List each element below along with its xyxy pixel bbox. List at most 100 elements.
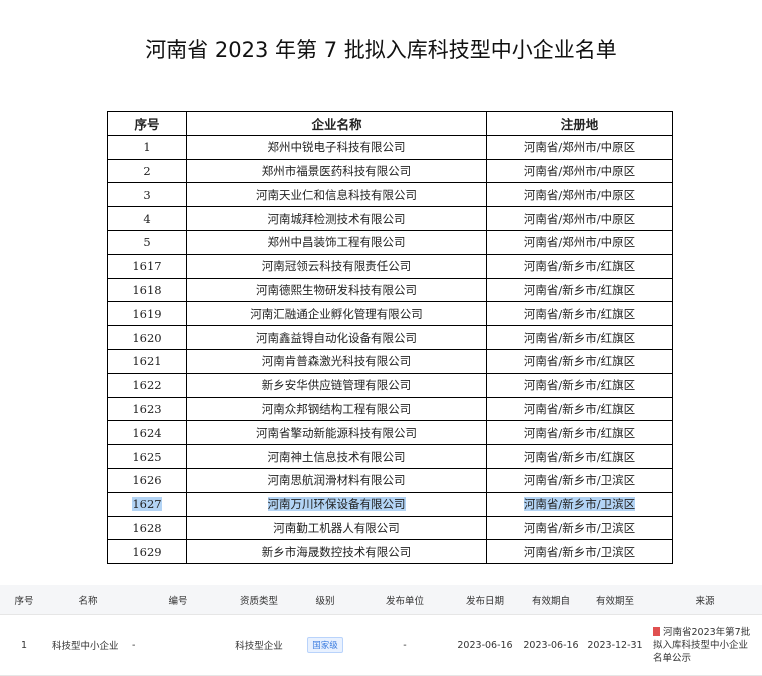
cell-text: 河南省/郑州市/中原区 bbox=[523, 187, 636, 202]
cell-text: 河南省/郑州市/中原区 bbox=[523, 211, 636, 226]
cell-text: 科技型中小企业 bbox=[52, 641, 119, 652]
table-cell: 1620 bbox=[107, 325, 187, 350]
table-cell: 1617 bbox=[107, 253, 187, 279]
table-row: 1626 河南思航润滑材料有限公司 河南省/新乡市/卫滨区 bbox=[107, 467, 673, 493]
table-cell: 河南省/郑州市/中原区 bbox=[486, 206, 673, 231]
cell-text: 河南省擎动新能源科技有限公司 bbox=[256, 425, 417, 440]
table-cell: 河南天业仁和信息科技有限公司 bbox=[186, 182, 487, 208]
cell-text: 河南省/新乡市/红旗区 bbox=[523, 282, 636, 297]
record-cell: 科技型企业 bbox=[228, 614, 290, 676]
table-row: 1623 河南众邦钢结构工程有限公司 河南省/新乡市/红旗区 bbox=[107, 396, 673, 422]
table-cell: 河南省/郑州市/中原区 bbox=[486, 134, 673, 160]
column-header: 资质类型 bbox=[228, 585, 290, 615]
cell-text: 河南肯普森激光科技有限公司 bbox=[261, 354, 412, 369]
table-cell: 1621 bbox=[107, 348, 187, 374]
cell-text: 1628 bbox=[132, 520, 162, 535]
cell-text: 2 bbox=[143, 163, 151, 178]
cell-text: 河南省/新乡市/卫滨区 bbox=[523, 497, 636, 512]
cell-text: 郑州市福景医药科技有限公司 bbox=[261, 163, 412, 178]
cell-text: 1627 bbox=[132, 497, 162, 512]
column-header: 发布单位 bbox=[360, 585, 450, 615]
cell-text: 河南省/新乡市/红旗区 bbox=[523, 306, 636, 321]
cell-text: 2023-06-16 bbox=[457, 639, 513, 651]
cell-text: 河南省/新乡市/红旗区 bbox=[523, 449, 636, 464]
table-cell: 1628 bbox=[107, 515, 187, 541]
cell-text: 1622 bbox=[132, 378, 162, 393]
table-cell: 1626 bbox=[107, 467, 187, 493]
table-cell: 河南众邦钢结构工程有限公司 bbox=[186, 396, 487, 422]
table-cell: 河南省/新乡市/红旗区 bbox=[486, 372, 673, 398]
table-cell: 郑州市福景医药科技有限公司 bbox=[186, 158, 487, 184]
cell-text: 1623 bbox=[132, 401, 162, 416]
table-cell: 3 bbox=[107, 182, 187, 208]
table-cell: 河南汇融通企业孵化管理有限公司 bbox=[186, 301, 487, 327]
table-row: 1617 河南冠领云科技有限责任公司 河南省/新乡市/红旗区 bbox=[107, 253, 673, 279]
column-header: 序号 bbox=[107, 111, 187, 136]
cell-text: 河南省/新乡市/卫滨区 bbox=[523, 520, 636, 535]
table-cell: 河南勤工机器人有限公司 bbox=[186, 515, 487, 541]
cell-text: 河南天业仁和信息科技有限公司 bbox=[256, 187, 417, 202]
table-cell: 河南省/新乡市/卫滨区 bbox=[486, 539, 673, 565]
company-table: 序号 企业名称 注册地 1 郑州中锐电子科技有限公司 河南省/郑州市/中原区 2 郑州市福景… bbox=[107, 111, 673, 565]
column-header: 名称 bbox=[48, 585, 128, 615]
record-cell: 2023-06-16 bbox=[450, 614, 520, 676]
table-cell: 新乡安华供应链管理有限公司 bbox=[186, 372, 487, 398]
record-cell: 国家级 bbox=[290, 614, 360, 676]
source-text[interactable]: 河南省2023年第7批拟入库科技型中小企业名单公示 bbox=[653, 626, 751, 664]
cell-text: 河南省/郑州市/中原区 bbox=[523, 235, 636, 250]
source-link[interactable]: 河南省2023年第7批拟入库科技型中小企业名单公示 bbox=[649, 626, 761, 665]
record-cell: 河南省2023年第7批拟入库科技型中小企业名单公示 bbox=[648, 614, 762, 676]
table-cell: 河南省/新乡市/卫滨区 bbox=[486, 467, 673, 493]
record-cell: - bbox=[360, 614, 450, 676]
header-row: 序号 名称 编号 资质类型 级别 发布单位 发布日期 有效期自 有效期至 来源 bbox=[0, 585, 762, 615]
table-body: 1 郑州中锐电子科技有限公司 河南省/郑州市/中原区 2 郑州市福景医药科技有限公司 河南… bbox=[107, 134, 673, 565]
cell-text: 2023-12-31 bbox=[587, 639, 643, 651]
table-cell: 1625 bbox=[107, 444, 187, 469]
table-cell: 河南省/新乡市/红旗区 bbox=[486, 325, 673, 350]
table-row: 3 河南天业仁和信息科技有限公司 河南省/郑州市/中原区 bbox=[107, 182, 673, 208]
table-cell: 1619 bbox=[107, 301, 187, 327]
table-cell: 郑州中锐电子科技有限公司 bbox=[186, 134, 487, 160]
cell-text: 河南省/新乡市/红旗区 bbox=[523, 401, 636, 416]
column-header: 有效期至 bbox=[582, 585, 648, 615]
table-row: 1629 新乡市海晟数控技术有限公司 河南省/新乡市/卫滨区 bbox=[107, 539, 673, 565]
table-cell: 新乡市海晟数控技术有限公司 bbox=[186, 539, 487, 565]
column-header: 来源 bbox=[648, 585, 762, 615]
pdf-icon bbox=[653, 626, 660, 636]
table-cell: 1627 bbox=[107, 491, 187, 517]
cell-text: 河南省/新乡市/卫滨区 bbox=[523, 544, 636, 559]
table-cell: 河南城拜检测技术有限公司 bbox=[186, 206, 487, 231]
cell-text: - bbox=[403, 639, 407, 651]
cell-text: 河南省/新乡市/红旗区 bbox=[523, 425, 636, 440]
cell-text: 3 bbox=[143, 187, 151, 202]
table-cell: 河南省/郑州市/中原区 bbox=[486, 229, 673, 255]
record-cell: 2023-06-16 bbox=[520, 614, 582, 676]
column-header: 有效期自 bbox=[520, 585, 582, 615]
table-cell: 河南省/新乡市/卫滨区 bbox=[486, 491, 673, 517]
cell-text: 河南城拜检测技术有限公司 bbox=[267, 211, 406, 226]
table-cell: 1623 bbox=[107, 396, 187, 422]
cell-text: 河南省/新乡市/红旗区 bbox=[523, 259, 636, 274]
cell-text: 1 bbox=[20, 639, 28, 651]
cell-text: 4 bbox=[143, 211, 151, 226]
table-cell: 1624 bbox=[107, 420, 187, 446]
column-header: 注册地 bbox=[486, 111, 673, 136]
table-row: 2 郑州市福景医药科技有限公司 河南省/郑州市/中原区 bbox=[107, 158, 673, 184]
cell-text: 河南勤工机器人有限公司 bbox=[273, 520, 400, 535]
table-cell: 5 bbox=[107, 229, 187, 255]
record-cell: - bbox=[128, 614, 228, 676]
table-row: 1627 河南万川环保设备有限公司 河南省/新乡市/卫滨区 bbox=[107, 491, 673, 517]
table-cell: 1629 bbox=[107, 539, 187, 565]
cell-text: 1618 bbox=[132, 282, 162, 297]
page-title: 河南省 2023 年第 7 批拟入库科技型中小企业名单 bbox=[145, 38, 617, 62]
table-cell: 河南省/新乡市/红旗区 bbox=[486, 444, 673, 469]
table-cell: 1622 bbox=[107, 372, 187, 398]
cell-text: 河南德熙生物研发科技有限公司 bbox=[256, 282, 417, 297]
cell-text: 1 bbox=[143, 140, 151, 155]
column-header: 序号 bbox=[0, 585, 48, 615]
cell-text: 郑州中锐电子科技有限公司 bbox=[267, 140, 406, 155]
column-header: 级别 bbox=[290, 585, 360, 615]
table-body: 1 科技型中小企业 - 科技型企业 国家级 - 2023-06-16 2023-06-16 20… bbox=[0, 614, 762, 676]
cell-text: 1624 bbox=[132, 425, 162, 440]
